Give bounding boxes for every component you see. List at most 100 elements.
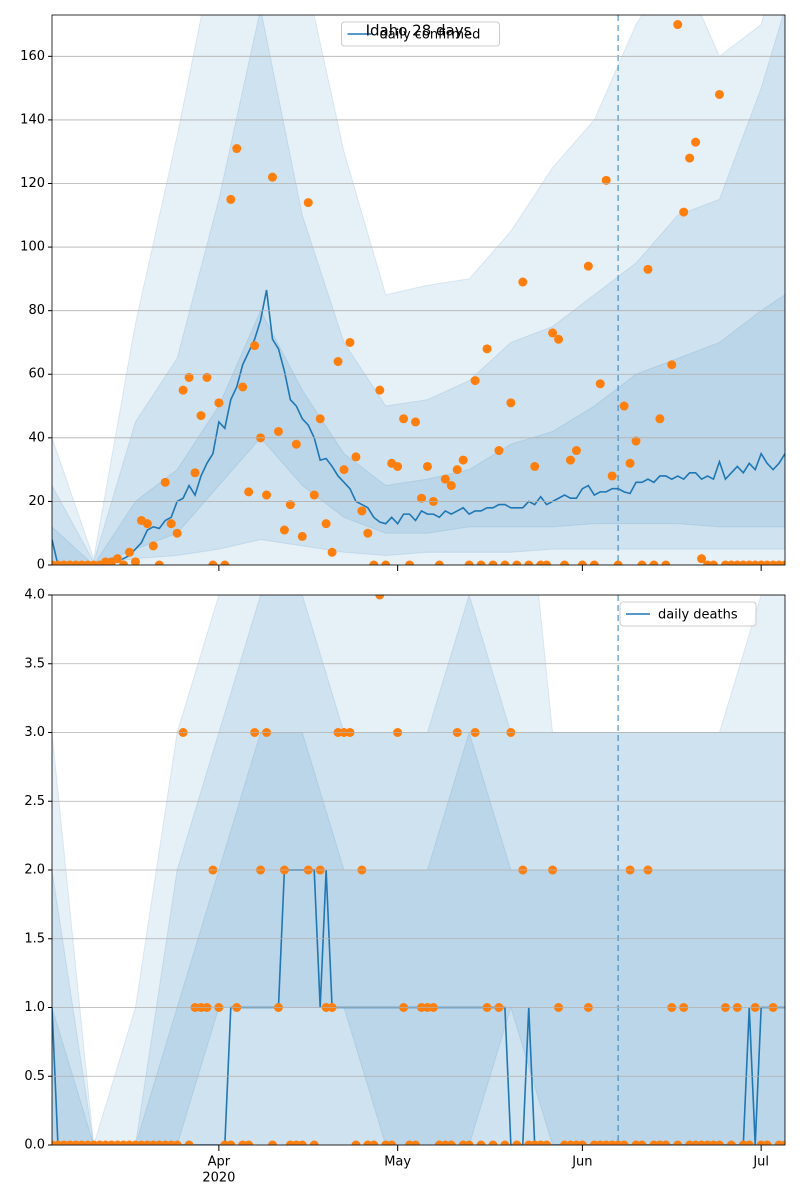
observed-point (661, 560, 671, 565)
observed-point (303, 198, 313, 208)
observed-point (649, 560, 659, 565)
observed-point (577, 1140, 587, 1145)
observed-point (762, 1140, 772, 1145)
y-tick-label: 2.0 (24, 863, 45, 878)
observed-point (780, 1140, 785, 1145)
observed-point (679, 207, 689, 217)
observed-point (375, 385, 385, 395)
observed-point (381, 560, 391, 565)
observed-point (673, 1140, 683, 1145)
observed-point (208, 560, 218, 565)
observed-point (267, 172, 277, 182)
observed-point (309, 490, 319, 500)
observed-point (500, 560, 510, 565)
observed-point (172, 528, 182, 538)
observed-point (363, 528, 373, 538)
observed-point (375, 595, 385, 600)
observed-point (714, 89, 724, 99)
observed-point (393, 461, 403, 471)
observed-point (387, 1140, 397, 1145)
observed-point (548, 328, 558, 338)
y-tick-label: 1.5 (24, 931, 45, 946)
observed-point (244, 1140, 254, 1145)
observed-point (166, 519, 176, 529)
y-tick-label: 0 (37, 558, 45, 573)
observed-point (124, 547, 134, 557)
observed-point (309, 1140, 319, 1145)
observed-point (452, 465, 462, 475)
observed-point (691, 137, 701, 147)
observed-point (506, 398, 516, 408)
observed-point (351, 452, 361, 462)
observed-point (178, 385, 188, 395)
observed-point (554, 334, 564, 344)
plot-area (52, 15, 785, 565)
observed-point (184, 1140, 194, 1145)
observed-point (411, 1140, 421, 1145)
observed-point (780, 560, 785, 565)
observed-point (113, 554, 123, 564)
observed-point (148, 541, 158, 551)
observed-point (130, 557, 140, 565)
observed-point (399, 414, 409, 424)
y-tick-label: 0.5 (24, 1069, 45, 1084)
observed-point (351, 1140, 361, 1145)
observed-point (446, 1140, 456, 1145)
observed-point (542, 560, 552, 565)
observed-point (119, 560, 129, 565)
series-line (52, 289, 785, 565)
y-tick-label: 1.0 (24, 1000, 45, 1015)
observed-point (226, 1140, 236, 1145)
observed-point (232, 144, 242, 154)
observed-point (285, 500, 295, 510)
observed-point (244, 487, 254, 497)
observed-point (184, 372, 194, 382)
observed-point (464, 1140, 474, 1145)
observed-point (601, 175, 611, 185)
observed-point (482, 344, 492, 354)
x-tick-sublabel: 2020 (202, 1171, 235, 1186)
observed-point (273, 426, 283, 436)
observed-point (440, 474, 450, 484)
y-tick-label: 4.0 (24, 588, 45, 603)
observed-point (315, 414, 325, 424)
observed-point (673, 20, 683, 30)
observed-point (518, 277, 528, 287)
observed-point (267, 1140, 277, 1145)
y-tick-label: 100 (20, 240, 45, 255)
y-tick-label: 160 (20, 49, 45, 64)
observed-point (607, 471, 617, 481)
observed-point (297, 1140, 307, 1145)
observed-point (637, 1140, 647, 1145)
observed-point (214, 398, 224, 408)
axes-frame (51, 594, 786, 1146)
observed-point (500, 1140, 510, 1145)
observed-point (345, 337, 355, 347)
observed-point (494, 446, 504, 456)
observed-point (613, 560, 623, 565)
observed-point (589, 560, 599, 565)
chart-title: Idaho 28 days (366, 22, 472, 40)
x-tick-label: May (384, 1155, 411, 1170)
observed-point (357, 506, 367, 516)
y-tick-label: 3.0 (24, 725, 45, 740)
y-tick-label: 120 (20, 176, 45, 191)
observed-point (667, 360, 677, 370)
y-tick-label: 140 (20, 112, 45, 127)
observed-point (708, 560, 718, 565)
observed-point (512, 1140, 522, 1145)
observed-point (339, 465, 349, 475)
observed-point (422, 461, 432, 471)
observed-point (226, 194, 236, 204)
legend-box (619, 601, 757, 627)
observed-point (476, 560, 486, 565)
observed-point (643, 264, 653, 274)
observed-point (512, 560, 522, 565)
observed-point (595, 379, 605, 389)
observed-point (464, 560, 474, 565)
observed-point (416, 493, 426, 503)
observed-point (470, 376, 480, 386)
observed-point (327, 547, 337, 557)
observed-point (661, 1140, 671, 1145)
